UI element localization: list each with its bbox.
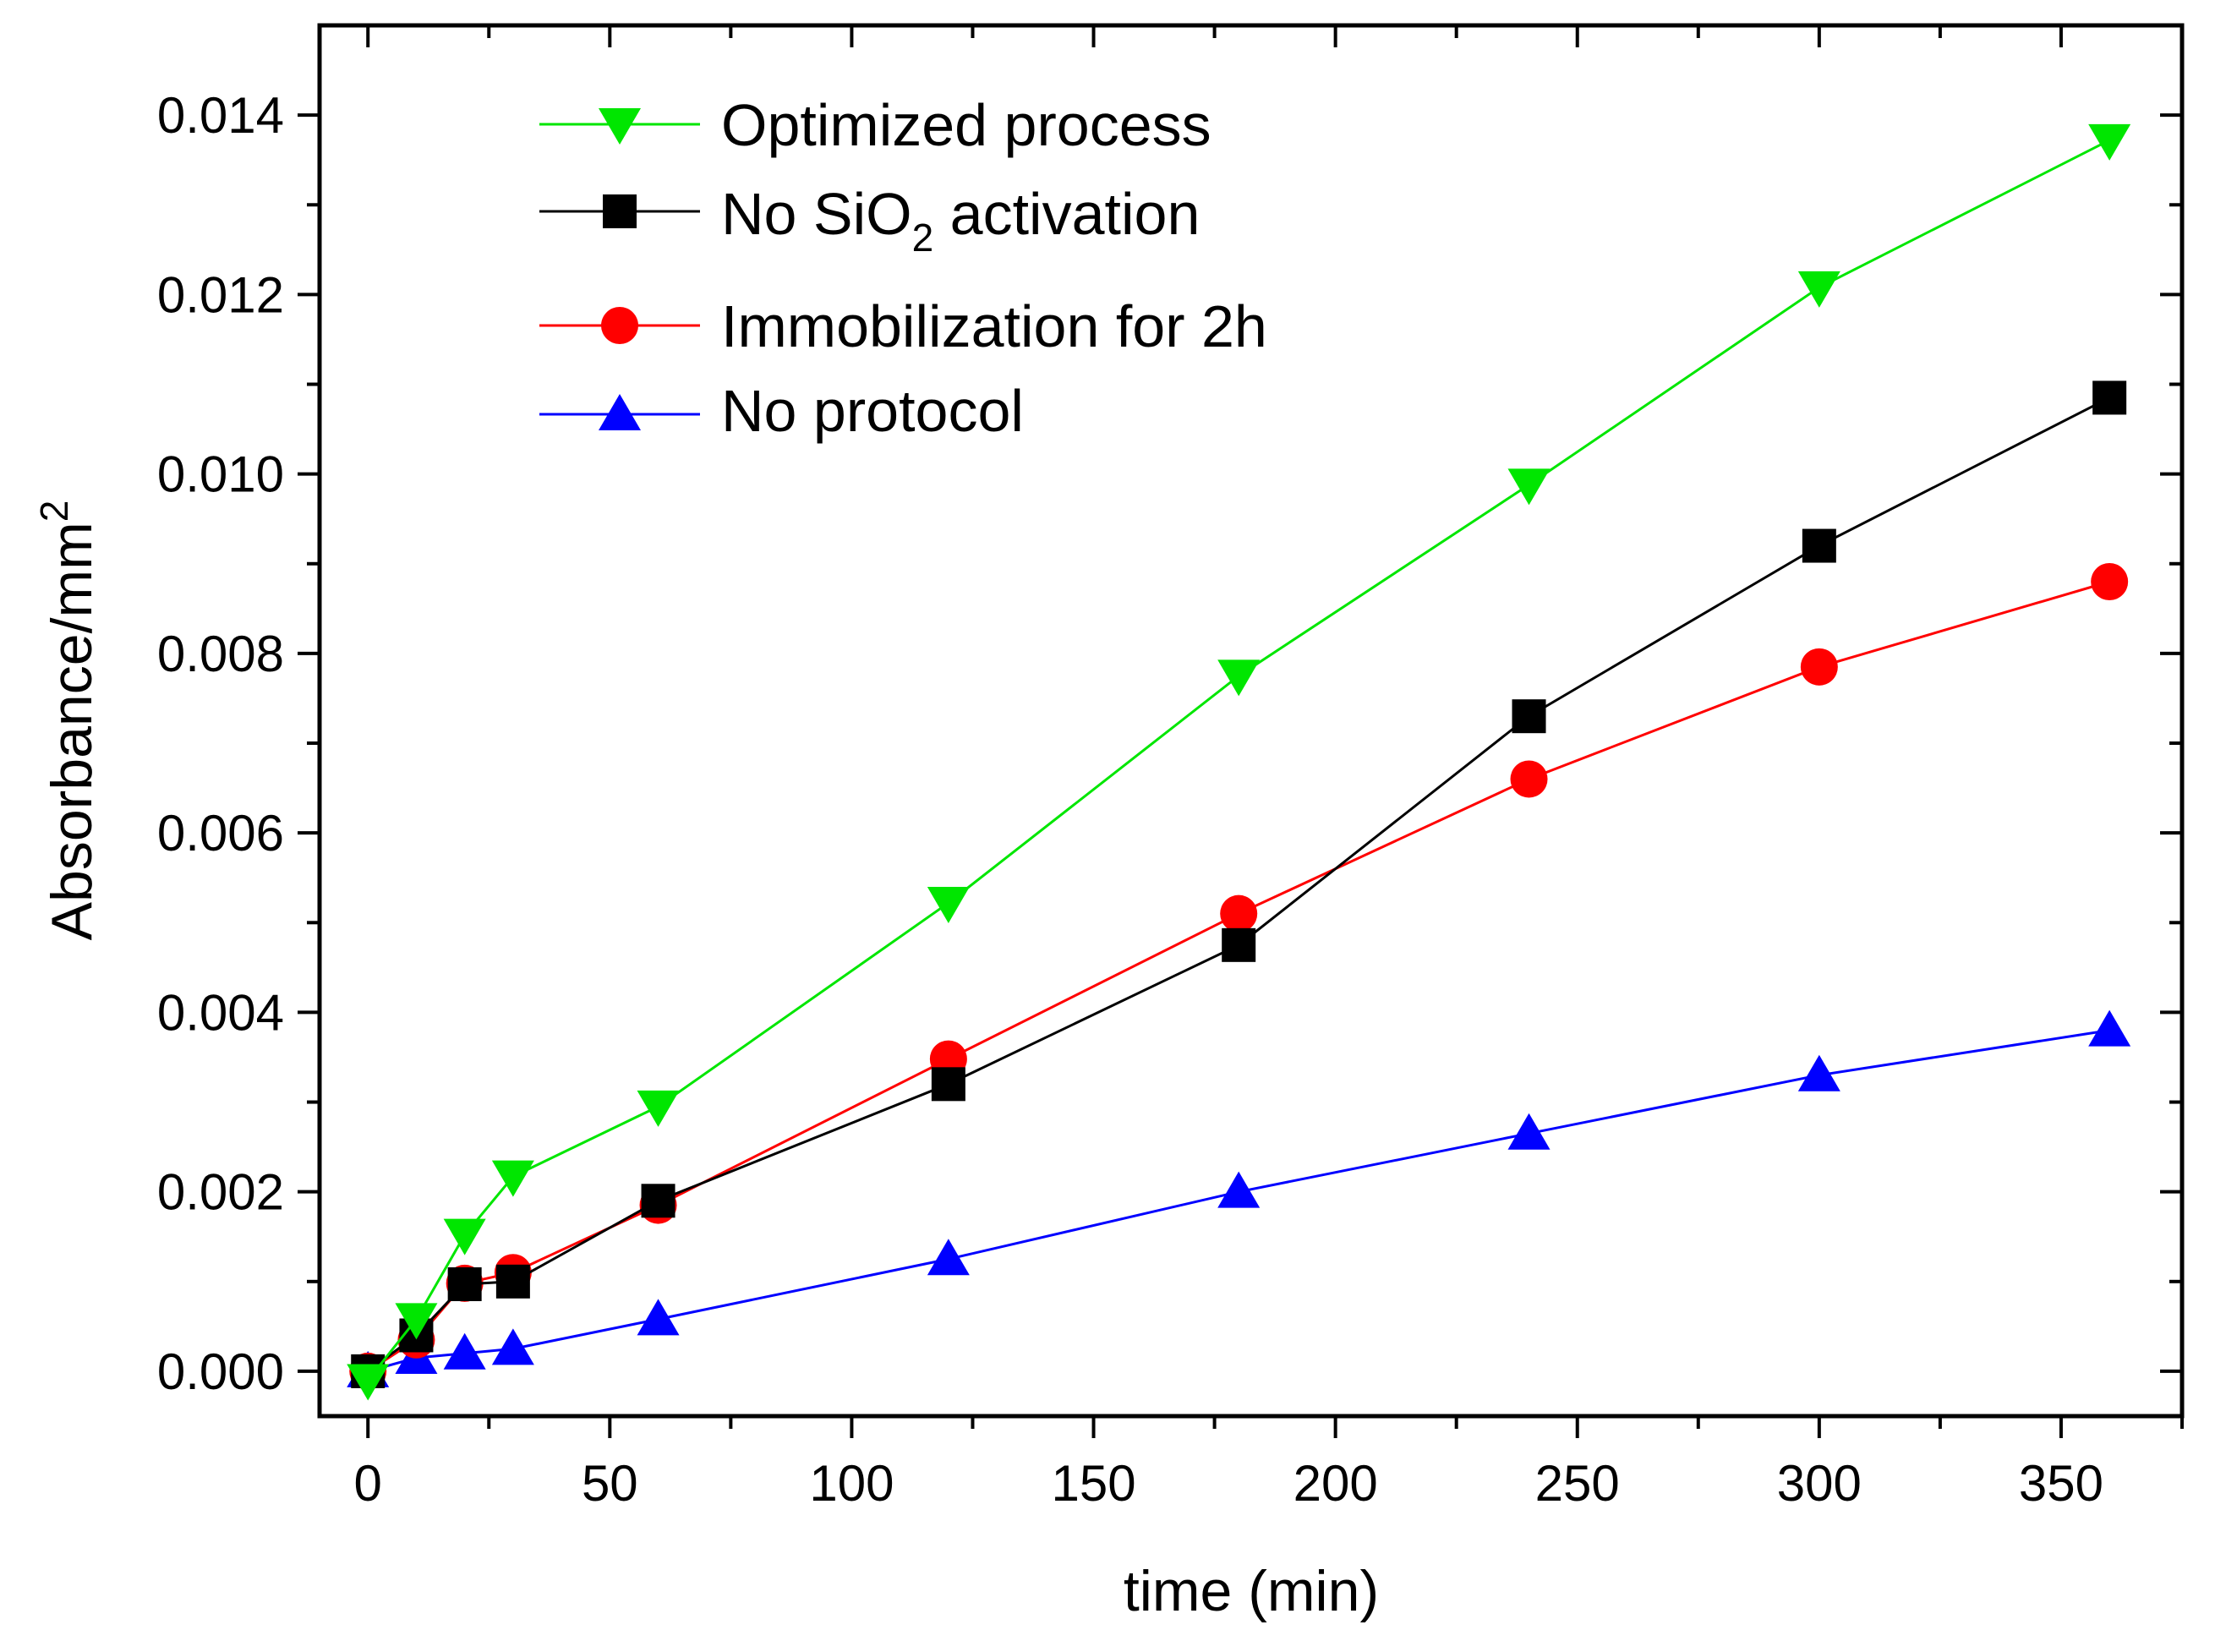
data-point-optimized-process (927, 886, 970, 923)
legend-sample-immobilization-for-2h (539, 307, 700, 344)
data-point-optimized-process (1217, 659, 1261, 697)
y-tick-label: 0.012 (157, 266, 284, 323)
legend-entry-immobilization-for-2h: Immobilization for 2h (539, 293, 1267, 359)
data-point-no-protocol (637, 1299, 680, 1336)
data-point-optimized-process (2088, 123, 2131, 161)
legend-marker-optimized-process (599, 108, 641, 145)
data-point-no-protocol (1507, 1113, 1551, 1150)
data-point-immobilization-for-2h (1800, 648, 1838, 686)
axis-tick-labels: 0 50 100 150 200 250 300 350 0.000 0.002 0.004 0.00… (157, 87, 2103, 1512)
data-point-optimized-process (395, 1303, 438, 1340)
data-point-immobilization-for-2h (1510, 760, 1548, 798)
x-tick-label: 300 (1777, 1455, 1862, 1512)
y-tick-label: 0.008 (157, 626, 284, 682)
data-point-no-sio2-activation (447, 1266, 482, 1301)
x-tick-label: 250 (1535, 1455, 1620, 1512)
data-point-no-protocol (491, 1328, 534, 1365)
x-tick-label: 0 (354, 1455, 382, 1512)
data-point-optimized-process (1507, 468, 1551, 506)
data-point-no-sio2-activation (2092, 380, 2127, 415)
legend: Optimized process No SiO2 activation Imm… (539, 92, 1267, 444)
x-tick-label: 350 (2019, 1455, 2103, 1512)
legend-sample-no-protocol (539, 394, 700, 430)
data-point-no-protocol (1217, 1171, 1261, 1208)
data-point-optimized-process (443, 1218, 486, 1255)
data-point-no-sio2-activation (1222, 927, 1256, 962)
x-tick-label: 150 (1051, 1455, 1135, 1512)
y-axis-title: Absorbance/mm2 (32, 501, 104, 941)
data-point-no-protocol (443, 1332, 486, 1370)
data-point-no-protocol (2088, 1009, 2131, 1047)
series-line-immobilization-for-2h (367, 580, 2110, 1373)
y-tick-label: 0.000 (157, 1343, 284, 1400)
plot-data-layer (347, 123, 2131, 1401)
data-point-no-sio2-activation (641, 1184, 675, 1218)
legend-sample-optimized-process (539, 108, 700, 145)
data-point-optimized-process (1797, 271, 1840, 308)
legend-sample-no-sio2-activation (539, 194, 700, 228)
data-point-no-protocol (1797, 1054, 1840, 1091)
data-point-immobilization-for-2h (2091, 563, 2129, 600)
legend-entry-no-sio2-activation: No SiO2 activation (539, 181, 1200, 260)
x-tick-label: 50 (582, 1455, 638, 1512)
data-point-no-protocol (927, 1239, 970, 1276)
data-point-no-sio2-activation (931, 1067, 965, 1102)
x-tick-label: 100 (809, 1455, 894, 1512)
legend-entry-optimized-process: Optimized process (539, 92, 1211, 158)
y-tick-label: 0.002 (157, 1164, 284, 1221)
series-line-no-sio2-activation (367, 397, 2110, 1373)
axis-ticks (298, 25, 2184, 1438)
series-line-optimized-process (367, 139, 2110, 1381)
data-point-no-sio2-activation (495, 1264, 530, 1299)
legend-label-no-protocol: No protocol (721, 378, 1024, 444)
legend-label-optimized-process: Optimized process (721, 92, 1211, 158)
y-tick-label: 0.010 (157, 446, 284, 503)
data-point-optimized-process (491, 1160, 534, 1197)
y-tick-label: 0.014 (157, 87, 284, 144)
legend-marker-no-protocol (599, 394, 641, 430)
legend-marker-immobilization-for-2h (601, 307, 638, 344)
data-point-optimized-process (637, 1090, 680, 1127)
data-point-immobilization-for-2h (1220, 894, 1258, 933)
data-point-no-sio2-activation (1802, 528, 1836, 563)
data-point-optimized-process (347, 1364, 390, 1401)
y-tick-label: 0.006 (157, 805, 284, 862)
legend-label-no-sio2-activation: No SiO2 activation (721, 181, 1200, 260)
data-point-no-sio2-activation (1512, 699, 1546, 734)
y-tick-label: 0.004 (157, 984, 284, 1041)
legend-entry-no-protocol: No protocol (539, 378, 1024, 444)
series-line-no-protocol (367, 1029, 2110, 1373)
legend-marker-no-sio2-activation (603, 194, 637, 228)
x-tick-label: 200 (1293, 1455, 1378, 1512)
plot-frame (317, 23, 2185, 1419)
legend-label-immobilization-for-2h: Immobilization for 2h (721, 293, 1267, 359)
x-axis-title: time (min) (1124, 1559, 1379, 1623)
